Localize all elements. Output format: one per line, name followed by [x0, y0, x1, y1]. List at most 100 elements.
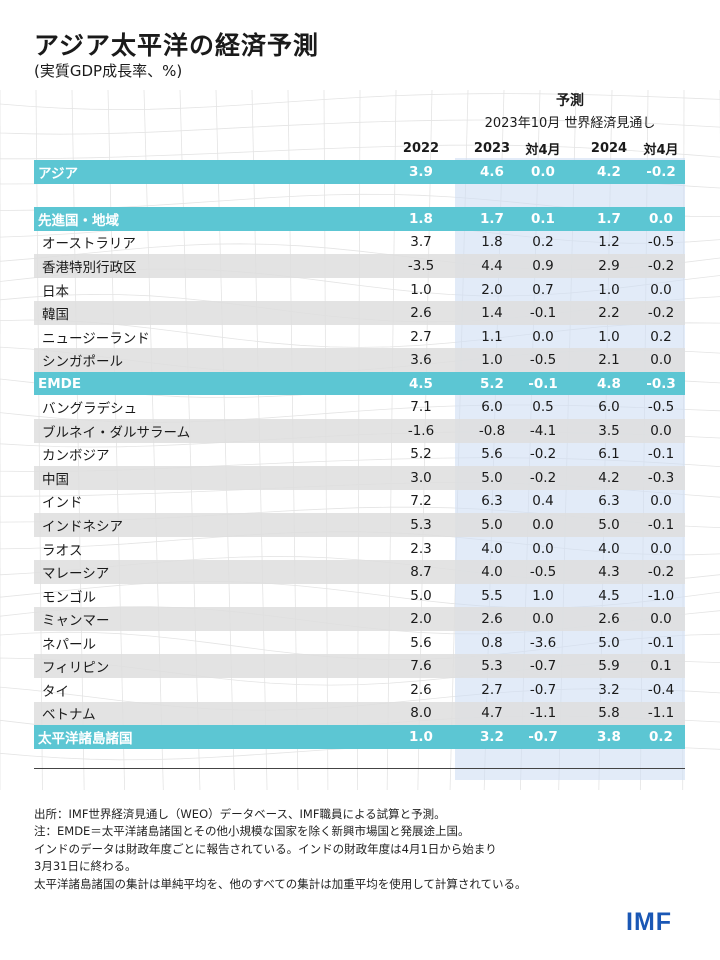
- table-row: オーストラリア 3.7 1.8 0.2 1.2 -0.5: [34, 231, 685, 255]
- col-header-2023: 2023: [473, 140, 511, 156]
- page-title: アジア太平洋の経済予測: [34, 31, 320, 60]
- cell-2024: 3.5: [598, 422, 620, 439]
- cell-2024-vs-april: -0.1: [647, 516, 675, 533]
- cell-2023: 5.6: [481, 446, 503, 463]
- cell-2022: 2.6: [410, 681, 432, 698]
- col-header-2023-vs-april: 対4月: [525, 142, 561, 158]
- cell-2024-vs-april: 0.0: [650, 352, 672, 369]
- cell-2024-vs-april: -0.2: [647, 257, 675, 274]
- cell-2024-vs-april: -0.3: [646, 375, 676, 392]
- cell-2023: 4.0: [481, 564, 503, 581]
- cell-2024-vs-april: 0.2: [649, 728, 673, 745]
- cell-2023: 1.4: [481, 305, 503, 322]
- cell-2023-vs-april: -0.7: [529, 681, 557, 698]
- table-row: ネパール 5.6 0.8 -3.6 5.0 -0.1: [34, 631, 685, 655]
- row-label: 先進国・地域: [38, 212, 119, 229]
- row-label: オーストラリア: [42, 236, 136, 253]
- table-row: 中国 3.0 5.0 -0.2 4.2 -0.3: [34, 466, 685, 490]
- cell-2022: 2.7: [410, 328, 432, 345]
- cell-2022: 7.2: [410, 493, 432, 510]
- cell-2024: 3.8: [597, 728, 621, 745]
- cell-2023-vs-april: 0.4: [532, 493, 554, 510]
- cell-2024-vs-april: 0.0: [650, 422, 672, 439]
- cell-2023-vs-april: 0.0: [531, 163, 555, 180]
- forecast-source: 2023年10月 世界経済見通し: [484, 116, 656, 131]
- cell-2023: 1.1: [481, 328, 503, 345]
- cell-2023-vs-april: -0.7: [528, 728, 558, 745]
- cell-2024: 2.6: [598, 611, 620, 628]
- table-row: インド 7.2 6.3 0.4 6.3 0.0: [34, 490, 685, 514]
- cell-2023: 2.7: [481, 681, 503, 698]
- cell-2023-vs-april: 0.0: [532, 516, 554, 533]
- cell-2023-vs-april: 0.1: [531, 210, 555, 227]
- cell-2023-vs-april: -0.1: [529, 305, 557, 322]
- cell-2022: 7.6: [410, 658, 432, 675]
- cell-2024-vs-april: -0.2: [647, 564, 675, 581]
- cell-2024: 5.0: [598, 634, 620, 651]
- cell-2022: 5.6: [410, 634, 432, 651]
- col-header-2024-vs-april: 対4月: [643, 142, 679, 158]
- cell-2024-vs-april: 0.0: [650, 281, 672, 298]
- row-label: 韓国: [42, 307, 69, 324]
- cell-2023: 1.8: [481, 234, 503, 251]
- cell-2024: 6.1: [598, 446, 620, 463]
- cell-2023: 5.0: [481, 469, 503, 486]
- cell-2023-vs-april: 0.2: [532, 234, 554, 251]
- cell-2023: 4.7: [481, 705, 503, 722]
- note-india-2: 3月31日に終わる。: [34, 859, 137, 874]
- cell-2024-vs-april: 0.0: [649, 210, 673, 227]
- row-label: アジア: [38, 165, 78, 182]
- cell-2023-vs-april: -1.1: [529, 705, 557, 722]
- row-label: インド: [42, 495, 83, 512]
- cell-2024-vs-april: 0.1: [650, 658, 672, 675]
- cell-2022: -1.6: [407, 422, 435, 439]
- row-label: 太平洋諸島諸国: [38, 730, 133, 747]
- cell-2023-vs-april: -0.1: [528, 375, 558, 392]
- cell-2024-vs-april: -0.5: [647, 234, 675, 251]
- cell-2022: 8.0: [410, 705, 432, 722]
- cell-2023: 4.4: [481, 257, 503, 274]
- row-label: ニュージーランド: [42, 330, 150, 347]
- table-row: タイ 2.6 2.7 -0.7 3.2 -0.4: [34, 678, 685, 702]
- mesh-line: [0, 144, 720, 160]
- cell-2022: 4.5: [409, 375, 433, 392]
- note-aggregation: 太平洋諸島諸国の集計は単純平均を、他のすべての集計は加重平均を使用して計算されて…: [34, 876, 527, 891]
- table-row: マレーシア 8.7 4.0 -0.5 4.3 -0.2: [34, 560, 685, 584]
- row-label: モンゴル: [42, 589, 96, 606]
- row-label: シンガポール: [42, 354, 123, 371]
- cell-2024-vs-april: -0.2: [647, 305, 675, 322]
- cell-2024: 4.5: [598, 587, 620, 604]
- cell-2023: 2.6: [481, 611, 503, 628]
- cell-2024: 6.0: [598, 399, 620, 416]
- cell-2023-vs-april: 0.0: [532, 611, 554, 628]
- table-row: モンゴル 5.0 5.5 1.0 4.5 -1.0: [34, 584, 685, 608]
- page-subtitle: (実質GDP成長率、%): [34, 62, 183, 80]
- table-row: ラオス 2.3 4.0 0.0 4.0 0.0: [34, 537, 685, 561]
- cell-2022: 1.8: [409, 210, 433, 227]
- cell-2023: 2.0: [481, 281, 503, 298]
- cell-2023: 4.0: [481, 540, 503, 557]
- cell-2022: 5.2: [410, 446, 432, 463]
- cell-2023: 6.3: [481, 493, 503, 510]
- cell-2024: 1.0: [598, 281, 620, 298]
- cell-2024-vs-april: -0.1: [647, 634, 675, 651]
- cell-2022: 3.0: [410, 469, 432, 486]
- cell-2024-vs-april: 0.0: [650, 611, 672, 628]
- table-row: シンガポール 3.6 1.0 -0.5 2.1 0.0: [34, 348, 685, 372]
- note-india-1: インドのデータは財政年度ごとに報告されている。インドの財政年度は4月1日から始ま…: [34, 841, 497, 856]
- cell-2024-vs-april: -0.1: [647, 446, 675, 463]
- cell-2022: 2.3: [410, 540, 432, 557]
- cell-2023: 0.8: [481, 634, 503, 651]
- cell-2023-vs-april: -3.6: [529, 634, 557, 651]
- table-row: ニュージーランド 2.7 1.1 0.0 1.0 0.2: [34, 325, 685, 349]
- cell-2024: 2.1: [598, 352, 620, 369]
- cell-2023: 3.2: [480, 728, 504, 745]
- col-header-2024: 2024: [590, 140, 628, 156]
- cell-2022: 5.0: [410, 587, 432, 604]
- cell-2024-vs-april: 0.0: [650, 493, 672, 510]
- row-label: マレーシア: [42, 566, 110, 583]
- mesh-line: [0, 93, 720, 111]
- cell-2023-vs-april: 1.0: [532, 587, 554, 604]
- table-aggregate-row: 先進国・地域 1.8 1.7 0.1 1.7 0.0: [34, 207, 685, 231]
- row-label: インドネシア: [42, 518, 123, 535]
